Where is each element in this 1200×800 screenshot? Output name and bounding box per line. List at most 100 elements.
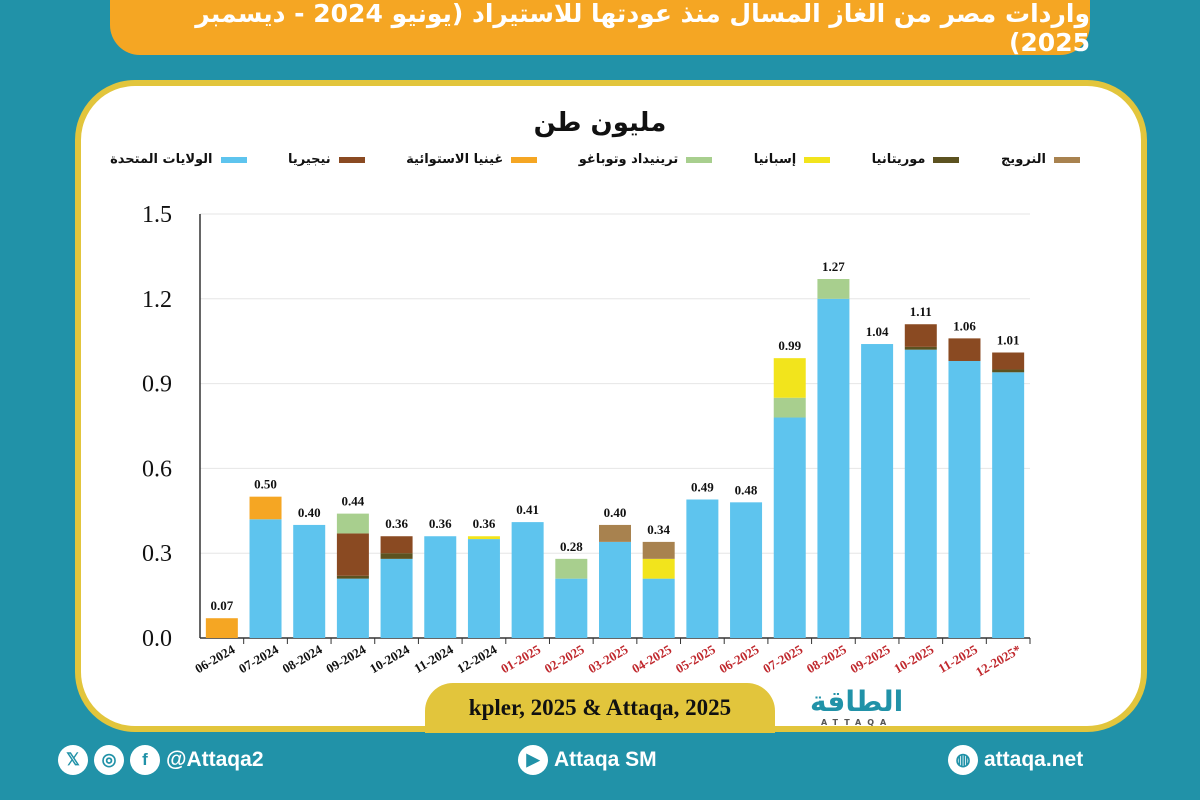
website-link[interactable]: ◍ attaqa.net: [948, 745, 1083, 775]
legend-item: موريتانيا: [872, 152, 960, 167]
legend-item: نيجيريا: [288, 152, 365, 167]
bar-segment: [336, 513, 369, 534]
bar-segment: [773, 397, 806, 418]
legend-swatch: [511, 156, 538, 163]
bar-segment: [992, 372, 1025, 638]
bar-segment: [730, 502, 763, 638]
legend-label: إسبانيا: [753, 152, 797, 167]
x-tick-label: 07-2024: [236, 641, 281, 676]
x-tick-label: 06-2024: [192, 641, 237, 676]
x-tick-label: 07-2025: [760, 641, 805, 676]
youtube-label: Attaqa SM: [554, 748, 657, 771]
legend-swatch: [1054, 156, 1080, 163]
bar-segment: [773, 358, 806, 398]
x-tick-label: 02-2025: [542, 641, 587, 676]
y-tick-label: 1.5: [142, 202, 172, 228]
y-tick-label: 0.0: [142, 626, 172, 652]
title-banner: واردات مصر من الغاز المسال منذ عودتها لل…: [110, 0, 1090, 57]
legend-item: إسبانيا: [754, 152, 831, 167]
x-icon[interactable]: 𝕏: [58, 745, 88, 775]
bar-segment: [904, 324, 937, 347]
data-label: 0.34: [647, 522, 670, 537]
bar-segment: [380, 558, 413, 638]
x-tick-label: 06-2025: [717, 641, 762, 676]
legend-label: الولايات المتحدة: [110, 152, 213, 167]
chart-title: واردات مصر من الغاز المسال منذ عودتها لل…: [195, 0, 1090, 57]
data-label: 0.40: [604, 505, 627, 520]
bar-segment: [642, 578, 675, 638]
x-tick-label: 03-2025: [585, 641, 630, 676]
bar-segment: [686, 499, 719, 638]
bar-segment: [555, 558, 588, 579]
y-tick-label: 0.3: [142, 541, 172, 567]
x-tick-label: 12-2025*: [973, 642, 1024, 680]
facebook-icon[interactable]: f: [130, 745, 160, 775]
bar-segment: [642, 541, 675, 559]
x-tick-label: 04-2025: [629, 641, 674, 676]
data-label: 0.50: [254, 477, 277, 492]
bar-segment: [336, 575, 369, 579]
y-tick-label: 0.6: [142, 456, 172, 482]
x-tick-label: 08-2025: [804, 641, 849, 676]
data-label: 1.01: [997, 333, 1020, 348]
y-tick-label: 1.2: [142, 287, 172, 313]
legend-swatch: [220, 156, 247, 163]
bar-segment: [992, 352, 1025, 370]
bar-segment: [336, 578, 369, 638]
legend: الولايات المتحدة نيجيريا غينيا الاستوائية ت…: [110, 152, 1080, 167]
instagram-icon[interactable]: ◎: [94, 745, 124, 775]
social-links: 𝕏 ◎ f @Attaqa2: [58, 745, 264, 775]
youtube-link[interactable]: ▶ Attaqa SM: [518, 745, 657, 775]
bar-segment: [511, 522, 544, 638]
data-label: 1.06: [953, 318, 976, 333]
legend-swatch: [338, 156, 365, 163]
x-tick-label: 10-2024: [367, 641, 412, 676]
logo-subtext: ATTAQA: [820, 718, 893, 727]
data-label: 0.49: [691, 479, 714, 494]
bar-segment: [249, 496, 282, 520]
legend-item: غينيا الاستوائية: [406, 152, 538, 167]
data-label: 1.27: [822, 259, 845, 274]
bar-segment: [599, 541, 631, 638]
legend-item: النرويج: [1001, 152, 1080, 167]
social-handle[interactable]: @Attaqa2: [166, 748, 264, 771]
legend-label: غينيا الاستوائية: [406, 152, 504, 167]
globe-icon: ◍: [948, 745, 978, 775]
bar-segment: [948, 360, 981, 638]
youtube-icon: ▶: [518, 745, 548, 775]
source-label: kpler, 2025 & Attaqa, 2025: [425, 683, 775, 733]
y-unit-label: مليون طن: [533, 108, 667, 138]
bar-segment: [249, 519, 282, 638]
bar-segment: [904, 349, 937, 638]
data-label: 0.44: [342, 494, 365, 509]
x-tick-label: 09-2024: [323, 641, 368, 676]
bar-segment: [861, 344, 894, 638]
x-tick-label: 11-2024: [411, 641, 456, 676]
logo-text: الطاقة: [810, 685, 904, 718]
bar-segment: [817, 298, 850, 638]
x-tick-label: 01-2025: [498, 641, 543, 676]
data-label: 0.40: [298, 505, 321, 520]
legend-label: النرويج: [1000, 152, 1046, 167]
bar-segment: [467, 536, 500, 540]
x-tick-label: 09-2025: [848, 641, 893, 676]
x-tick-label: 12-2024: [454, 641, 499, 676]
bar-segment: [380, 553, 413, 559]
bar-segment: [599, 524, 631, 542]
bar-segment: [467, 539, 500, 638]
legend-item: ترينيداد وتوباغو: [579, 152, 713, 167]
x-tick-label: 08-2024: [280, 641, 325, 676]
data-label: 0.36: [429, 516, 452, 531]
bar-segment: [205, 618, 238, 638]
data-label: 0.99: [778, 338, 801, 353]
legend-swatch: [804, 156, 831, 163]
x-tick-label: 05-2025: [673, 641, 718, 676]
data-label: 0.48: [735, 482, 758, 497]
data-label: 0.28: [560, 539, 583, 554]
bar-segment: [992, 369, 1025, 373]
website-label: attaqa.net: [984, 748, 1084, 771]
bar-segment: [424, 536, 457, 638]
data-label: 1.04: [866, 324, 889, 339]
bar-segment: [904, 346, 937, 350]
